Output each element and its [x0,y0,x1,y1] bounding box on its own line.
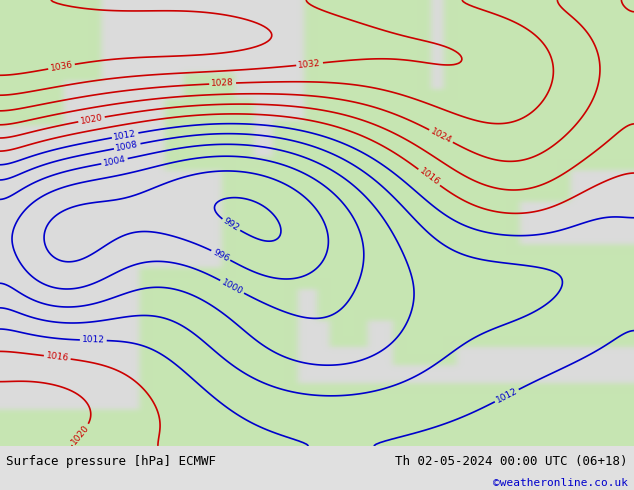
Text: 996: 996 [211,247,231,263]
Text: 1036: 1036 [49,60,74,73]
Text: 1020: 1020 [69,422,91,446]
Text: 1000: 1000 [220,277,244,296]
Text: 1020: 1020 [79,113,103,126]
Text: 1016: 1016 [417,167,441,188]
Text: Surface pressure [hPa] ECMWF: Surface pressure [hPa] ECMWF [6,455,216,468]
Text: ©weatheronline.co.uk: ©weatheronline.co.uk [493,478,628,489]
Text: 1012: 1012 [113,129,137,142]
Text: 1024: 1024 [429,127,453,146]
Text: 1016: 1016 [45,351,69,363]
Text: 1008: 1008 [115,140,139,153]
Text: 1012: 1012 [82,336,105,345]
Text: 1004: 1004 [103,155,127,168]
Text: 1028: 1028 [211,78,234,89]
Text: Th 02-05-2024 00:00 UTC (06+18): Th 02-05-2024 00:00 UTC (06+18) [395,455,628,468]
Text: 992: 992 [221,217,241,233]
Text: 1012: 1012 [495,387,519,405]
Text: 1032: 1032 [298,58,321,70]
